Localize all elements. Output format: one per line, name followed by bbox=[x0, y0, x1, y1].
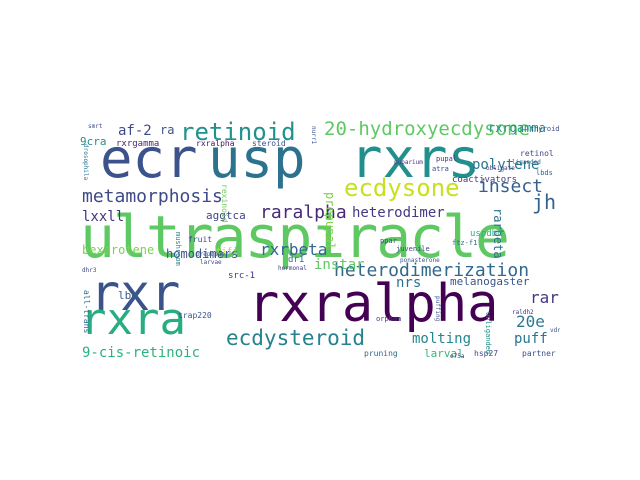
word: dr1 bbox=[288, 255, 305, 265]
word: smrt bbox=[88, 123, 103, 130]
word: ra bbox=[160, 123, 175, 137]
word: usp bbox=[208, 127, 306, 190]
word: orphan bbox=[376, 315, 402, 323]
word: puparium bbox=[394, 159, 423, 166]
word: ftz-f1 bbox=[452, 239, 478, 247]
word: src-1 bbox=[228, 271, 256, 281]
word: rexinoid bbox=[220, 184, 229, 223]
word: 20-hydroxyecdysone bbox=[324, 120, 530, 140]
word: thyroid bbox=[530, 125, 560, 133]
word: rxrgamma bbox=[116, 139, 160, 149]
word: retinol bbox=[520, 149, 554, 158]
word: all-trans bbox=[82, 290, 91, 334]
word: unliganded bbox=[484, 312, 492, 355]
word: partner bbox=[522, 349, 556, 358]
word: rxralpha bbox=[196, 139, 235, 148]
word: metamorphosis bbox=[82, 186, 223, 207]
word: juvenile bbox=[396, 245, 430, 253]
word: lxxll bbox=[82, 209, 125, 225]
word: larval bbox=[424, 347, 464, 360]
word: fruit bbox=[188, 235, 213, 244]
word: steroid bbox=[252, 139, 286, 148]
word: instar bbox=[314, 257, 365, 273]
word: vdr bbox=[550, 327, 560, 334]
word: hormonal bbox=[278, 265, 307, 272]
word: rxrgamma bbox=[488, 121, 546, 135]
word-cloud: ultraspiracle ecr usp rxrs rxralpha rxr … bbox=[80, 120, 560, 360]
word: nrs bbox=[396, 275, 422, 291]
word: prepupae bbox=[196, 251, 225, 258]
word: nurr1 bbox=[310, 126, 317, 145]
word: retinoid bbox=[180, 120, 296, 146]
word: ponasterone bbox=[400, 257, 440, 264]
word: obligate bbox=[486, 165, 515, 172]
word: 20e bbox=[516, 312, 545, 331]
word: rarbeta bbox=[491, 208, 505, 259]
word: rxra bbox=[80, 294, 186, 345]
word: bexarotene bbox=[82, 243, 155, 257]
word: jh bbox=[532, 190, 557, 214]
word: molting bbox=[412, 331, 472, 347]
word: puff bbox=[514, 331, 548, 347]
word: rxr bbox=[90, 264, 181, 322]
word: larvae bbox=[200, 259, 222, 266]
word: heterodimerization bbox=[334, 260, 530, 281]
word: ultraspiracle bbox=[80, 203, 510, 271]
word: insect bbox=[478, 176, 544, 197]
word: puffing bbox=[434, 296, 441, 322]
word: raralpha bbox=[260, 202, 347, 223]
word: rar bbox=[530, 288, 559, 307]
word: rxrbeta bbox=[260, 240, 328, 259]
word: polytene bbox=[472, 157, 540, 173]
word: liganded bbox=[512, 159, 541, 166]
word: 9cra bbox=[80, 135, 107, 148]
word: tifi bbox=[216, 247, 238, 257]
word: prepupal bbox=[323, 192, 337, 250]
word: aggtca bbox=[206, 209, 246, 222]
word: atra bbox=[432, 165, 449, 173]
word: lbd bbox=[118, 289, 138, 302]
word: e75a bbox=[450, 353, 465, 360]
word: uspdbd bbox=[470, 229, 503, 239]
word: heterodimer bbox=[352, 205, 445, 221]
word: rxrs bbox=[350, 127, 481, 190]
word: coactivators bbox=[452, 175, 518, 185]
word: drosophila bbox=[82, 144, 89, 181]
word: ecr bbox=[100, 127, 198, 190]
word: melanogaster bbox=[450, 275, 530, 288]
word: ppar bbox=[380, 237, 397, 245]
word: mushroom bbox=[174, 232, 182, 266]
word: trap220 bbox=[178, 311, 212, 320]
word: raldh2 bbox=[512, 309, 534, 316]
word: lbds bbox=[536, 169, 553, 177]
word: af-2 bbox=[118, 123, 152, 139]
word: dhr3 bbox=[82, 267, 97, 274]
word: ecdysone bbox=[344, 174, 460, 202]
word: pupal bbox=[436, 155, 458, 163]
word: rxralpha bbox=[248, 274, 499, 334]
word: hsp27 bbox=[474, 349, 499, 358]
word: ecdysteroid bbox=[226, 326, 366, 350]
word: pruning bbox=[364, 349, 398, 358]
word: 9-cis-retinoic bbox=[82, 345, 201, 360]
word: homodimers bbox=[166, 247, 239, 261]
